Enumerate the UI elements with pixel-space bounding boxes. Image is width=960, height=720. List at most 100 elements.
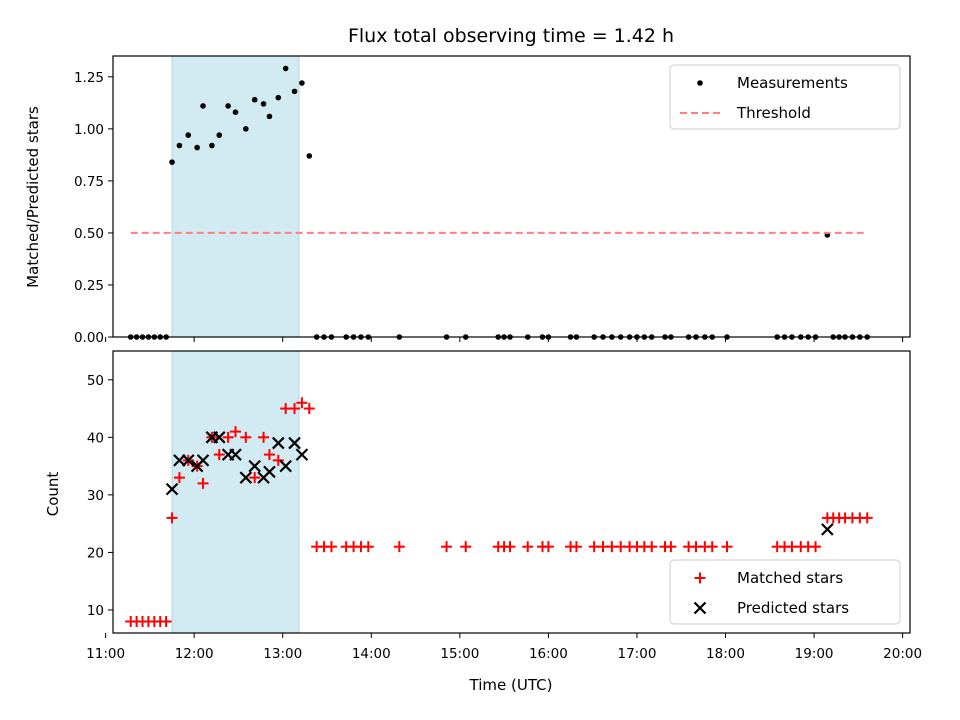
plot-frame — [112, 350, 911, 634]
shaded-region — [171, 55, 300, 338]
y-tick-label: 1.25 — [74, 70, 104, 86]
marker-stroke — [239, 471, 253, 484]
marker-stroke — [165, 482, 179, 496]
measurement-point — [185, 132, 192, 138]
predicted-star-marker — [212, 431, 226, 444]
legend-box — [669, 64, 901, 130]
predicted-star-marker — [239, 471, 253, 484]
measurement-point — [282, 65, 289, 72]
marker-stroke — [263, 465, 276, 479]
matched-star-marker — [263, 449, 275, 461]
matched-star-marker — [522, 541, 534, 553]
bottom-panel: 10 20 30 40 50 11:00 12:00 13:00 14:00 15:00 16:00… — [86, 350, 922, 662]
matched-star-marker — [721, 541, 733, 553]
matched-star-marker — [325, 541, 337, 553]
matched-star-marker — [166, 512, 178, 524]
marker-stroke — [821, 523, 834, 536]
matched-star-marker — [665, 541, 677, 553]
predicted-star-marker — [181, 454, 195, 467]
measurement-point — [306, 153, 313, 159]
y-tick-label: 30 — [87, 488, 104, 504]
marker-stroke — [295, 448, 309, 461]
predicted-star-marker — [279, 459, 292, 473]
matched-star-marker — [861, 512, 873, 524]
legend-predicted-swatch — [693, 601, 707, 615]
top-panel: 0.00 0.25 0.50 0.75 1.00 1.25 Measurements Thre… — [74, 55, 911, 346]
predicted-star-marker — [288, 436, 301, 450]
measurement-point — [225, 103, 231, 109]
matched-star-marker — [460, 541, 472, 553]
matched-star-marker — [542, 541, 554, 553]
predicted-star-marker — [229, 448, 242, 461]
matched-star-marker — [160, 615, 172, 627]
matched-star-marker — [362, 541, 374, 553]
matched-star-marker — [393, 541, 405, 553]
chart-title: Flux total observing time = 1.42 h — [348, 25, 674, 47]
measurement-point — [169, 159, 175, 165]
measurement-point — [299, 80, 305, 86]
legend-label: Matched stars — [737, 569, 843, 587]
marker-stroke — [279, 459, 292, 473]
marker-stroke — [272, 436, 285, 450]
shaded-region — [171, 350, 300, 634]
matched-star-marker — [213, 449, 225, 461]
measurement-point — [216, 132, 223, 138]
y-tick-label: 50 — [87, 373, 104, 389]
legend-measurement-swatch — [697, 80, 703, 86]
y-tick-label: 1.00 — [74, 122, 104, 138]
predicted-star-marker — [248, 459, 261, 473]
plot-frame — [112, 55, 911, 338]
matched-star-marker — [222, 431, 234, 443]
top-y-axis-label: Matched/Predicted stars — [24, 106, 42, 288]
x-tick-label: 17:00 — [618, 646, 657, 662]
measurement-point — [266, 113, 273, 120]
x-tick-label: 15:00 — [440, 646, 479, 662]
x-tick-label: 20:00 — [883, 646, 922, 662]
matched-star-marker — [197, 477, 209, 489]
y-tick-label: 0.25 — [74, 278, 104, 294]
matched-star-marker — [240, 431, 252, 443]
matched-star-marker — [646, 541, 658, 553]
x-tick-label: 12:00 — [175, 646, 214, 662]
matched-star-marker — [303, 403, 315, 415]
matched-star-marker — [173, 472, 185, 484]
predicted-star-marker — [196, 454, 210, 467]
x-tick-label: 19:00 — [795, 646, 834, 662]
x-tick-label: 13:00 — [263, 646, 302, 662]
marker-stroke — [181, 454, 195, 467]
predicted-star-marker — [295, 448, 309, 461]
matched-star-marker — [258, 431, 270, 443]
x-tick-label: 16:00 — [529, 646, 568, 662]
matched-star-marker — [441, 541, 453, 553]
y-tick-label: 0.00 — [74, 330, 104, 346]
y-tick-label: 20 — [87, 545, 104, 561]
marker-stroke — [288, 436, 301, 450]
y-tick-label: 0.50 — [74, 226, 104, 242]
legend-label: Threshold — [736, 104, 811, 122]
matched-star-marker — [230, 426, 242, 438]
measurement-point — [260, 101, 267, 107]
measurement-point — [275, 94, 282, 101]
measurement-point — [291, 88, 298, 95]
marker-stroke — [229, 448, 242, 461]
matched-star-marker — [570, 541, 582, 553]
matched-star-marker — [810, 541, 822, 553]
bottom-legend: Matched stars Predicted stars — [669, 559, 901, 625]
legend-box — [669, 559, 901, 625]
measurement-point — [251, 96, 258, 103]
legend-label: Predicted stars — [737, 599, 849, 617]
matched-star-marker — [706, 541, 718, 553]
matched-star-marker — [289, 403, 301, 415]
matched-star-marker — [272, 454, 284, 466]
marker-stroke — [196, 454, 210, 467]
measurement-point — [232, 109, 239, 115]
legend-label: Measurements — [737, 74, 848, 92]
x-tick-label: 11:00 — [86, 646, 125, 662]
y-tick-label: 0.75 — [74, 174, 104, 190]
marker-stroke — [248, 459, 261, 473]
x-tick-label: 18:00 — [706, 646, 745, 662]
x-axis-label: Time (UTC) — [469, 676, 553, 694]
matched-star-marker — [504, 541, 516, 553]
measurement-point — [200, 103, 206, 109]
